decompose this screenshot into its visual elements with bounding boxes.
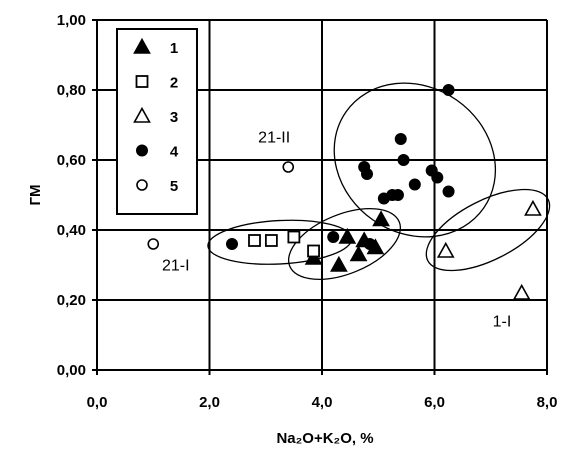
data-point-series-4 bbox=[408, 178, 421, 191]
y-tick-label: 0,60 bbox=[57, 152, 86, 169]
data-point-series-2 bbox=[307, 244, 320, 258]
x-tick-label: 6,0 bbox=[424, 394, 445, 411]
legend-label-1: 1 bbox=[170, 40, 178, 57]
legend-marker-3 bbox=[133, 106, 151, 123]
legend-marker-2 bbox=[135, 75, 149, 88]
legend-label-4: 4 bbox=[170, 144, 179, 161]
data-point-series-2 bbox=[287, 230, 301, 244]
x-axis-title: Na₂O+K₂O, % bbox=[276, 430, 373, 447]
y-tick-label: 0,40 bbox=[57, 222, 86, 239]
data-point-series-4 bbox=[431, 171, 444, 184]
data-point-series-3 bbox=[512, 283, 531, 300]
data-point-series-4 bbox=[391, 189, 404, 201]
tick-labels: 0,0 2,0 4,0 6,0 8,0 0,00 0,20 0,40 0,60 0,80 1,00 bbox=[57, 12, 558, 411]
group-ellipse bbox=[425, 188, 551, 272]
data-point-series-5 bbox=[147, 238, 160, 250]
annotations: 21-II 21-I 1-I bbox=[162, 130, 511, 331]
x-tick-label: 0,0 bbox=[87, 394, 108, 411]
legend-label-3: 3 bbox=[170, 109, 178, 126]
y-tick-label: 0,20 bbox=[57, 292, 86, 309]
legend-marker-5 bbox=[136, 179, 148, 191]
data-point-series-1 bbox=[338, 227, 357, 244]
legend-label-2: 2 bbox=[170, 75, 178, 92]
group-ellipse bbox=[333, 82, 497, 238]
group-ellipses bbox=[207, 82, 551, 281]
data-point-series-2 bbox=[264, 234, 278, 247]
data-point-series-4 bbox=[226, 238, 238, 250]
data-point-series-4 bbox=[361, 168, 373, 180]
x-tick-label: 2,0 bbox=[199, 394, 220, 411]
data-point-series-4 bbox=[394, 133, 407, 145]
data-point-series-4 bbox=[442, 84, 455, 96]
legend-label-5: 5 bbox=[170, 178, 178, 195]
group-annotation: 21-I bbox=[162, 257, 190, 274]
data-point-series-3 bbox=[524, 199, 542, 216]
group-annotation: 1-I bbox=[493, 313, 512, 330]
group-annotation: 21-II bbox=[258, 130, 290, 147]
data-point-series-3 bbox=[436, 241, 455, 258]
legend-marker-1 bbox=[133, 37, 151, 54]
data-point-series-4 bbox=[327, 231, 340, 243]
data-point-series-2 bbox=[248, 234, 261, 247]
axes bbox=[92, 19, 548, 375]
y-axis-title: ГМ bbox=[27, 185, 44, 206]
y-tick-label: 1,00 bbox=[57, 12, 86, 29]
data-point-series-1 bbox=[372, 210, 390, 227]
y-tick-label: 0,80 bbox=[57, 82, 86, 99]
data-point-series-4 bbox=[442, 185, 455, 198]
data-point-series-5 bbox=[282, 161, 295, 173]
data-point-series-1 bbox=[330, 255, 348, 272]
data-point-series-4 bbox=[363, 238, 376, 250]
x-tick-label: 8,0 bbox=[537, 394, 558, 411]
data-point-series-1 bbox=[349, 245, 368, 262]
x-tick-label: 4,0 bbox=[312, 394, 333, 411]
y-tick-label: 0,00 bbox=[57, 362, 86, 379]
data-points bbox=[147, 84, 542, 300]
legend-marker-4 bbox=[136, 144, 148, 157]
legend: 1 2 3 4 5 bbox=[116, 28, 198, 215]
group-ellipse bbox=[287, 207, 402, 281]
legend-box bbox=[116, 28, 198, 215]
data-point-series-4 bbox=[397, 154, 410, 166]
